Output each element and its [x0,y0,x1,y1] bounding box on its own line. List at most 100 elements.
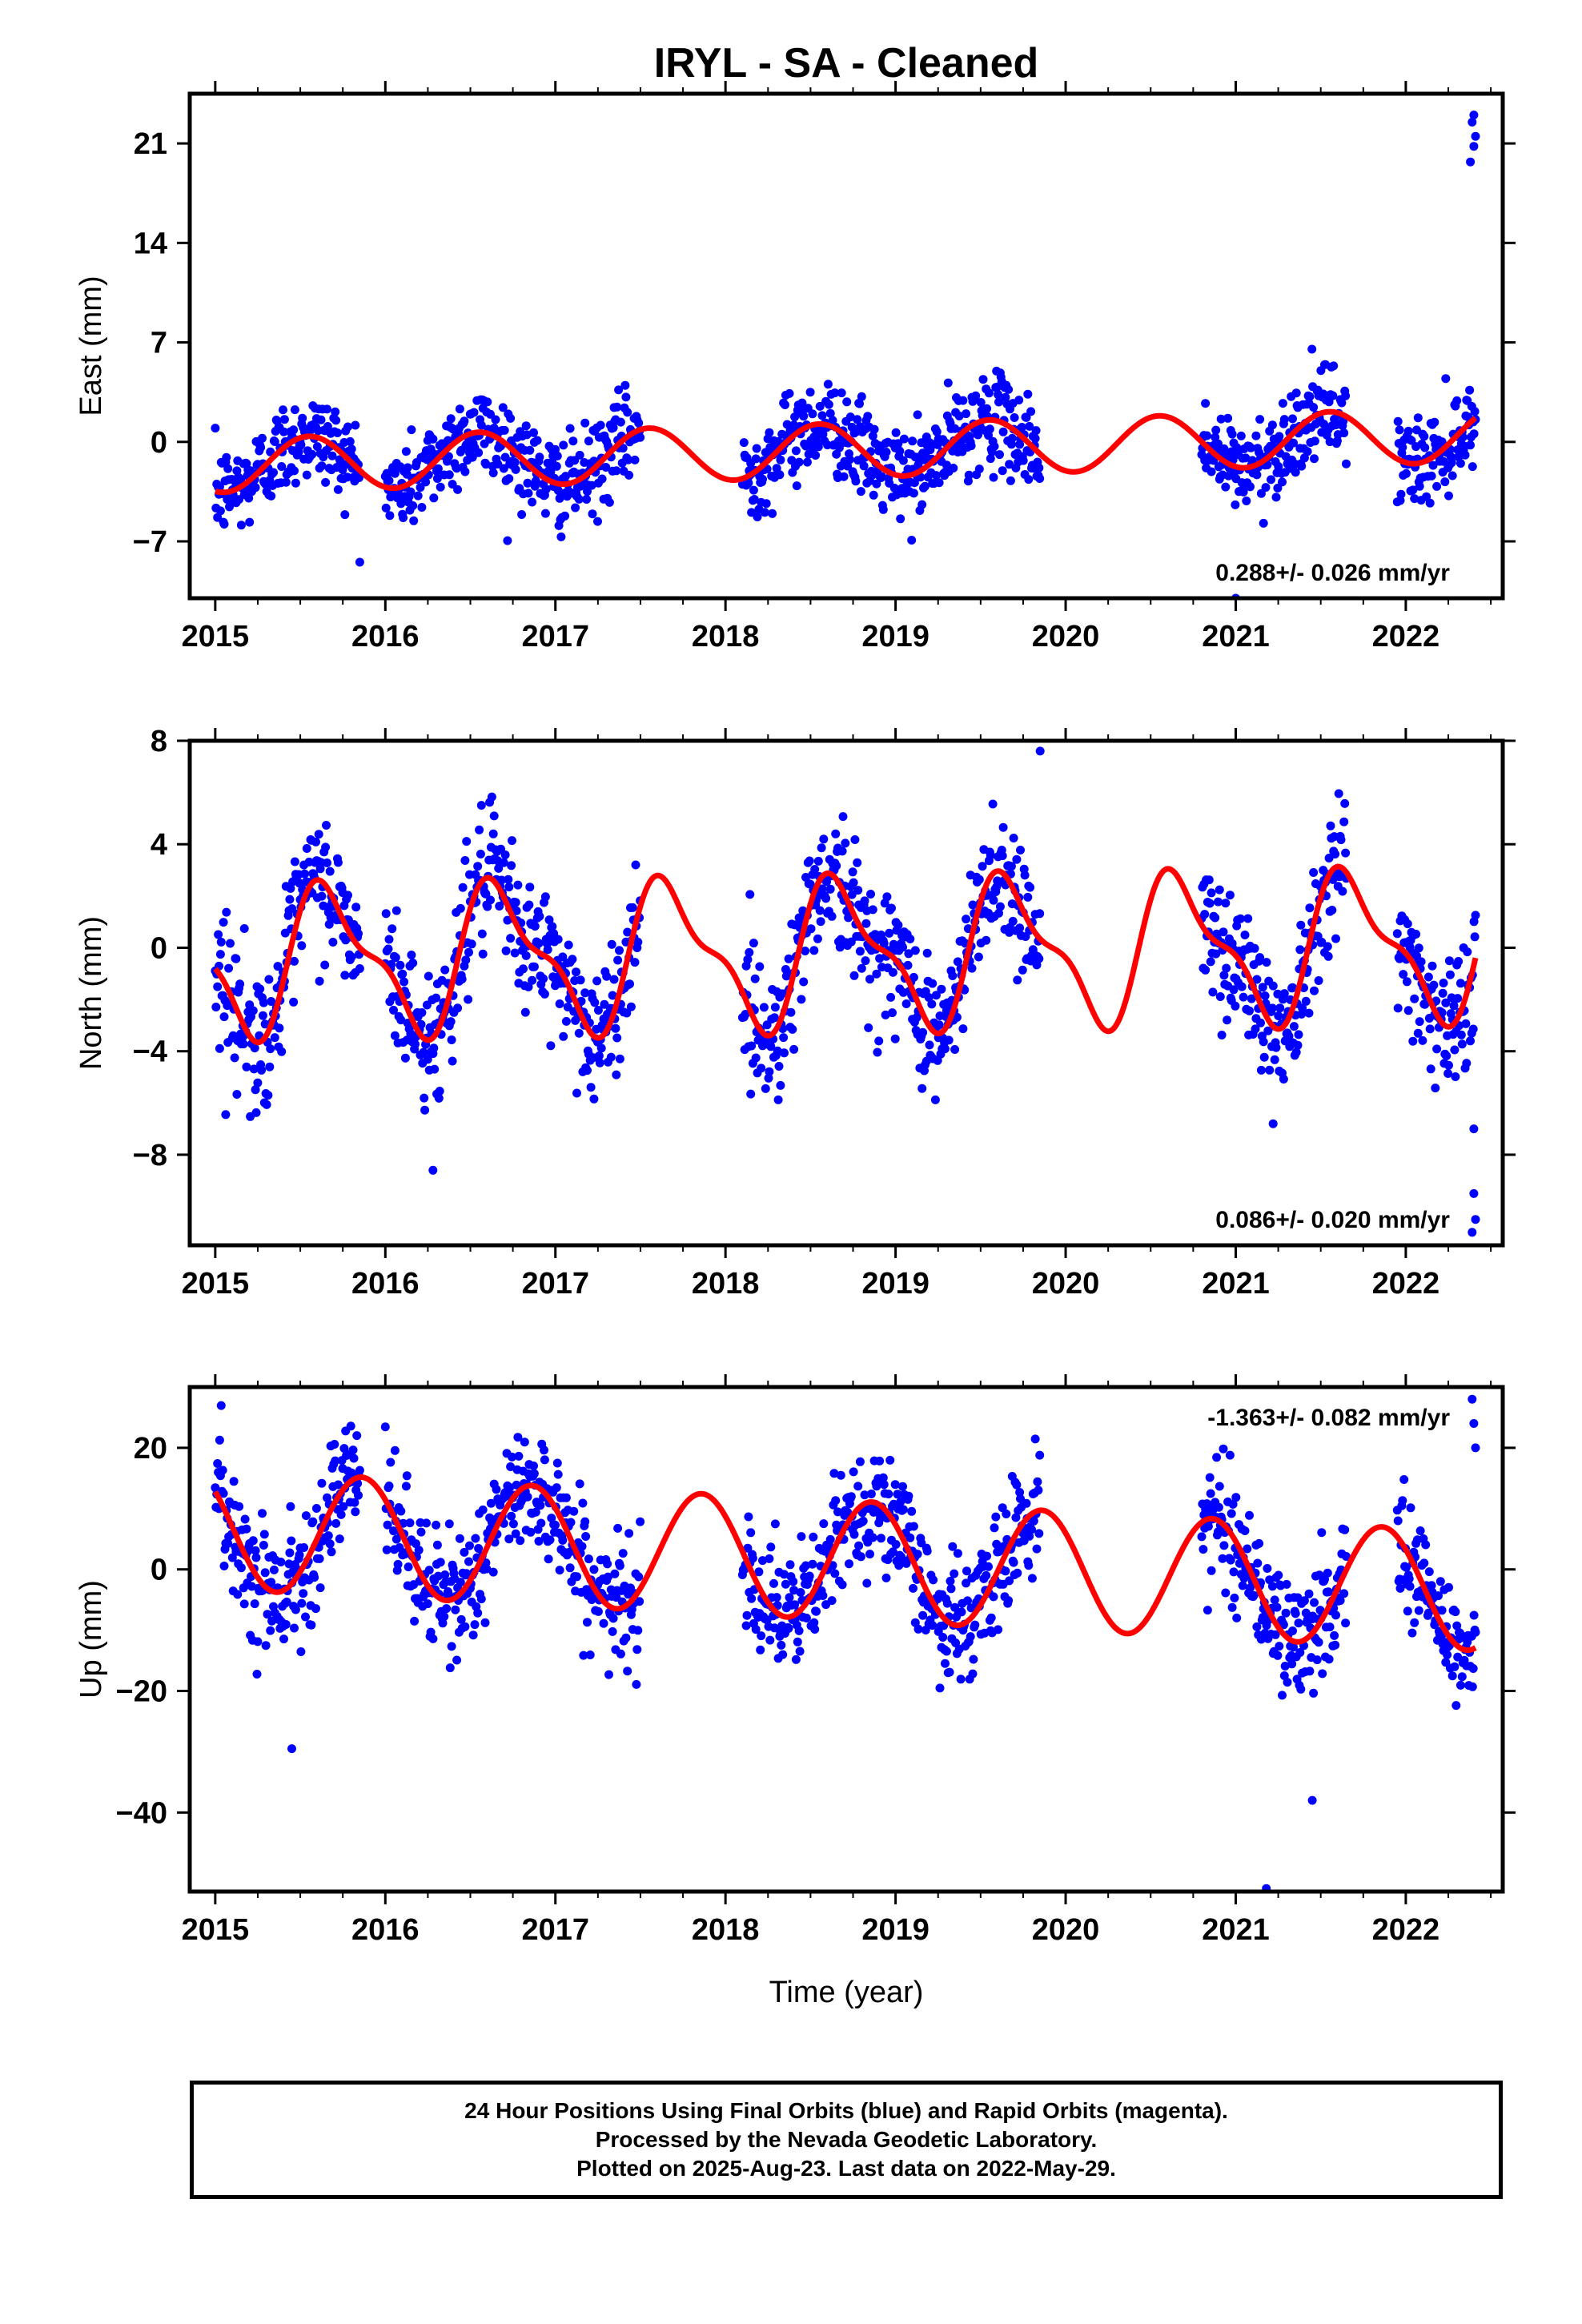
east-data-point [258,433,267,443]
up-data-point [1315,1606,1325,1615]
north-data-point [341,935,351,945]
east-data-point [384,476,394,485]
north-data-point [315,976,324,986]
north-data-point [1326,821,1335,830]
north-data-point [419,1047,428,1057]
up-data-point [907,1506,917,1516]
up-data-point [827,1596,837,1606]
east-data-point [1407,436,1416,445]
east-data-point [460,467,470,476]
up-data-point [545,1535,555,1545]
east-data-point [525,445,535,455]
north-data-point [1219,971,1229,980]
north-data-point [504,875,513,884]
up-data-point [1206,1489,1215,1498]
north-data-point [564,940,573,950]
north-data-point [1211,949,1221,959]
up-data-point [436,1558,445,1567]
up-data-point [349,1454,359,1463]
north-data-point [347,952,356,962]
east-data-point [1035,474,1045,483]
up-x-tick-label: 2020 [1032,1913,1100,1947]
east-data-point [444,470,454,480]
east-data-point [417,503,427,512]
up-data-point [229,1477,239,1486]
up-data-point [1468,1682,1477,1691]
east-data-point [799,412,809,421]
north-data-point [937,984,946,994]
north-data-point [1231,1001,1240,1011]
up-data-point [252,1670,262,1679]
up-plot-frame [187,1385,1505,1894]
north-data-point [239,1039,248,1049]
up-x-tick-label: 2015 [182,1913,250,1947]
north-data-point [242,1062,251,1072]
up-data-point [797,1532,806,1542]
up-data-point [765,1635,775,1645]
north-data-point [631,860,640,870]
north-data-point [1020,870,1030,880]
east-data-point [604,497,614,507]
east-data-point [1437,437,1447,447]
up-data-point [757,1631,766,1641]
up-data-point [351,1507,360,1517]
north-data-point [1006,862,1016,871]
north-outlier-point [1268,1119,1278,1128]
up-data-point [1005,1576,1014,1586]
up-data-point [1227,1602,1237,1612]
up-data-point [566,1518,576,1527]
east-data-point [744,478,753,488]
north-data-point [904,949,913,959]
north-data-point [1263,1026,1273,1035]
north-data-point [270,1033,279,1043]
north-data-point [1425,1024,1435,1034]
north-data-point [488,829,498,838]
north-data-point [546,1041,556,1051]
north-data-point [1341,848,1351,858]
east-data-point [995,450,1004,460]
north-data-point [340,971,350,980]
east-data-point [1410,494,1419,504]
up-data-point [878,1473,888,1482]
east-data-point [621,392,631,402]
east-data-point [596,420,605,430]
north-data-point [849,878,858,887]
up-data-point [456,1578,465,1587]
east-data-point [333,428,342,437]
east-data-point [1004,384,1014,394]
east-outlier-point [1471,131,1480,141]
up-data-point [1263,1564,1272,1573]
east-data-point [872,479,881,489]
east-data-point [839,472,849,481]
north-data-point [988,799,998,809]
east-data-point [1219,444,1229,453]
east-data-point [432,474,442,483]
up-data-point [948,1542,958,1551]
east-data-point [1010,413,1019,422]
north-y-tick-label: 4 [151,828,167,862]
up-data-point [331,1518,341,1528]
north-data-point [1444,1060,1453,1070]
north-data-point [398,969,408,979]
north-data-point [1256,1065,1266,1075]
north-data-point [848,867,857,877]
up-y-tick-label: 20 [134,1432,167,1466]
up-data-point [853,1482,863,1491]
panel-up: 2015 2016 2017 2018 2019 2020 2021 2022 −40 −20 0 2… [74,1374,1516,2009]
up-data-point [258,1509,267,1518]
north-data-point [1208,987,1218,997]
east-data-point [561,472,570,481]
east-data-point [290,405,299,415]
north-data-point [481,889,491,899]
up-outlier-point [287,1744,296,1754]
east-data-point [1025,421,1034,431]
up-data-point [1424,1567,1434,1577]
north-data-point [887,903,896,913]
east-data-point [878,505,888,514]
up-data-point [565,1563,575,1573]
east-data-point [1034,463,1044,472]
north-data-point [612,1070,621,1080]
east-data-point [601,463,611,472]
up-data-point [866,1490,876,1498]
north-data-point [1309,868,1319,877]
